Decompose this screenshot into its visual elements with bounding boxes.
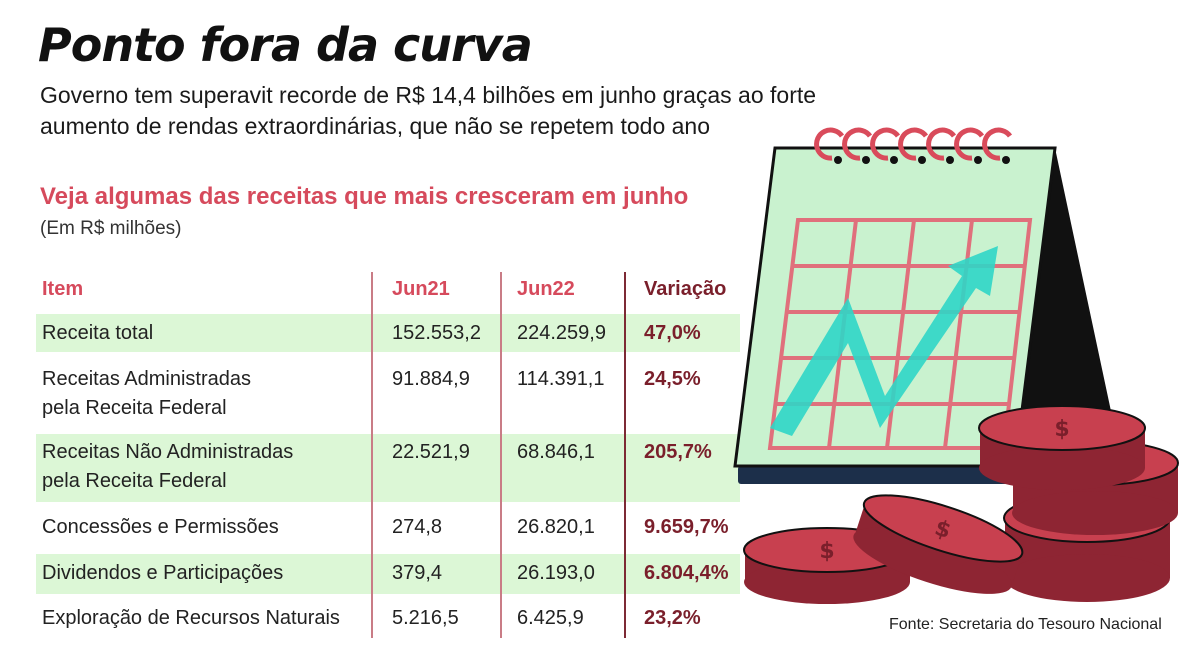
column-divider xyxy=(371,272,373,638)
row-jun22: 224.259,9 xyxy=(517,322,606,344)
table-row: Receitas Administradas pela Receita Fede… xyxy=(36,362,740,428)
row-variacao: 205,7% xyxy=(644,441,712,463)
row-variacao: 23,2% xyxy=(644,607,701,629)
row-item-line1: Receitas Administradas xyxy=(42,368,251,390)
column-divider xyxy=(500,272,502,638)
row-variacao: 6.804,4% xyxy=(644,562,729,584)
subtitle-line-2: aumento de rendas extraordinárias, que n… xyxy=(40,113,710,139)
row-item-line2: pela Receita Federal xyxy=(42,470,227,492)
source-note: Fonte: Secretaria do Tesouro Nacional xyxy=(889,616,1162,633)
calendar-coins-illustration: $ $ $ xyxy=(733,127,1179,604)
table-row: Receitas Não Administradas pela Receita … xyxy=(36,434,740,502)
row-item-line1: Receitas Não Administradas xyxy=(42,441,294,463)
coin-stack-icon: $ $ $ xyxy=(743,405,1179,604)
header-jun22: Jun22 xyxy=(517,278,575,300)
row-item: Concessões e Permissões xyxy=(42,516,279,538)
header-variacao: Variação xyxy=(644,278,727,300)
page-title: Ponto fora da curva xyxy=(38,18,533,72)
unit-note: (Em R$ milhões) xyxy=(40,218,182,239)
row-jun21: 152.553,2 xyxy=(392,322,481,344)
row-jun21: 274,8 xyxy=(392,516,443,538)
svg-text:$: $ xyxy=(931,516,953,545)
row-jun21: 5.216,5 xyxy=(392,607,459,629)
calendar-growth-chart-icon xyxy=(733,127,1115,484)
svg-text:$: $ xyxy=(1054,417,1069,442)
section-title: Veja algumas das receitas que mais cresc… xyxy=(40,183,689,210)
row-item: Exploração de Recursos Naturais xyxy=(42,607,340,629)
subtitle-line-1: Governo tem superavit recorde de R$ 14,4… xyxy=(40,82,817,108)
row-jun21: 22.521,9 xyxy=(392,441,470,463)
row-item: Receita total xyxy=(42,322,154,344)
row-jun22: 114.391,1 xyxy=(517,368,605,390)
row-jun21: 379,4 xyxy=(392,562,443,584)
row-jun22: 6.425,9 xyxy=(517,607,584,629)
row-jun21: 91.884,9 xyxy=(392,368,470,390)
table-header: Item Jun21 Jun22 Variação xyxy=(36,274,740,304)
table-row: Receita total 152.553,2 224.259,9 47,0% xyxy=(36,314,740,352)
row-item-line2: pela Receita Federal xyxy=(42,397,227,419)
svg-text:$: $ xyxy=(819,539,834,564)
column-divider xyxy=(624,272,626,638)
row-jun22: 26.820,1 xyxy=(517,516,595,538)
row-variacao: 9.659,7% xyxy=(644,516,729,538)
header-jun21: Jun21 xyxy=(392,278,450,300)
row-item: Dividendos e Participações xyxy=(42,562,284,584)
row-variacao: 47,0% xyxy=(644,322,701,344)
table-row: Exploração de Recursos Naturais 5.216,5 … xyxy=(36,600,740,640)
header-item: Item xyxy=(42,278,84,300)
row-variacao: 24,5% xyxy=(644,368,701,390)
table-row: Concessões e Permissões 274,8 26.820,1 9… xyxy=(36,508,740,548)
table-row: Dividendos e Participações 379,4 26.193,… xyxy=(36,554,740,594)
row-jun22: 26.193,0 xyxy=(517,562,595,584)
row-jun22: 68.846,1 xyxy=(517,441,595,463)
page-subtitle: Governo tem superavit recorde de R$ 14,4… xyxy=(40,80,860,142)
